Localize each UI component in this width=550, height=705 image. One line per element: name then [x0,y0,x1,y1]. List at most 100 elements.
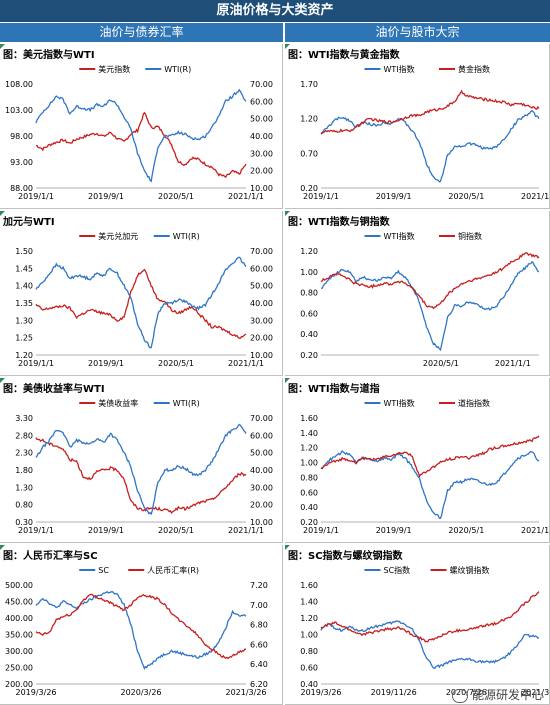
legend-label: WTI指数 [384,398,415,408]
legend-item: SC [79,566,109,575]
y-tick-label-left: 1.40 [300,598,318,607]
y-tick-label-left: 1.00 [300,631,318,640]
series-line-0 [35,590,247,671]
chart-panel-wti_copper: 图：WTI指数与铜指数 WTI指数 铜指数 1.20 1.00 0.80 0.60 0.40 0… [285,211,550,376]
x-tick-label: 2021/1/1 [228,192,264,201]
y-tick-label-left: 2.80 [15,431,33,440]
y-tick-label-left: 0.60 [300,664,318,673]
legend-label: 道指指数 [458,398,490,408]
watermark-text: 能源研发中心 [471,688,544,702]
y-tick-label-right: 20.00 [250,334,273,343]
chart-panel-usd_wti: 图：美元指数与WTI 美元指数 WTI(R) 108.00 103.00 98.00 93.… [0,44,283,209]
x-tick-label: 2020/5/1 [158,359,194,368]
series-line-1 [320,591,540,643]
legend-item: WTI(R) [153,399,200,408]
legend-label: 美债收益率 [98,398,138,408]
legend-label: WTI(R) [164,65,191,74]
y-tick-label-left: 350.00 [5,631,33,640]
y-tick-label-left: 0.40 [300,330,318,339]
chart-title: 加元与WTI [3,217,55,228]
legend-label: 人民币汇率(R) [147,565,199,575]
y-tick-label-left: 0.60 [300,488,318,497]
legend-label: 铜指数 [458,231,482,241]
legend-item: 道指指数 [439,398,490,408]
y-tick-label-left: 108.00 [5,80,33,89]
y-tick-label-right: 10.00 [250,351,273,360]
y-tick-label-right: 70.00 [250,247,273,256]
series-line-1 [35,423,247,516]
y-tick-label-right: 20.00 [250,167,273,176]
x-tick-label: 2019/3/26 [300,688,341,697]
y-tick-label-left: 200.00 [5,680,33,689]
y-tick-label-left: 400.00 [5,614,33,623]
y-tick-label-left: 250.00 [5,664,33,673]
y-tick-label-right: 10.00 [250,184,273,193]
corner-marker [0,211,5,216]
x-tick-label: 2019/9/1 [88,192,124,201]
chart-panel-sc_rebar: 图：SC指数与螺纹钢指数 SC指数 螺纹钢指数 1.60 1.40 1.20 1.00 0.8… [285,545,550,705]
y-tick-label-left: 0.80 [300,289,318,298]
y-tick-label-left: 0.80 [300,647,318,656]
x-tick-label: 2020/5/1 [423,359,459,368]
y-tick-label-left: 1.20 [300,444,318,453]
chart-title: 图：WTI指数与道指 [288,384,380,395]
x-tick-label: 2019/1/1 [303,526,339,535]
y-tick-label-left: 98.00 [10,132,33,141]
y-tick-label-right: 70.00 [250,80,273,89]
y-tick-label-left: 1.25 [15,334,33,343]
y-tick-label-left: 1.60 [300,414,318,423]
y-tick-label-left: 88.00 [10,184,33,193]
y-tick-label-left: 3.30 [15,414,33,423]
corner-marker [0,378,5,383]
y-tick-label-right: 60.00 [250,97,273,106]
y-tick-label-right: 40.00 [250,132,273,141]
corner-marker [285,545,290,550]
y-tick-label-left: 0.70 [300,149,318,158]
chart-svg: 美债收益率 WTI(R) 3.30 2.80 2.30 1.80 1.30 0.80 0.30 7… [15,398,273,535]
chart-title: 图：人民币汇率与SC [3,551,98,562]
y-tick-label-left: 0.60 [300,309,318,318]
x-tick-label: 2019/1/1 [303,192,339,201]
legend-label: WTI(R) [173,399,200,408]
y-tick-label-right: 30.00 [250,316,273,325]
y-tick-label-left: 300.00 [5,647,33,656]
y-tick-label-right: 50.00 [250,449,273,458]
y-tick-label-left: 1.70 [300,80,318,89]
y-tick-label-left: 500.00 [5,581,33,590]
series-line-1 [320,435,540,478]
series-line-1 [35,593,247,660]
series-line-0 [320,110,540,183]
y-tick-label-left: 1.60 [300,581,318,590]
y-tick-label-left: 103.00 [5,106,33,115]
chart-title: 图：WTI指数与铜指数 [288,217,390,228]
chart-svg: WTI指数 道指指数 1.60 1.40 1.20 1.00 0.80 0.60 0.40 0.2… [300,398,549,535]
legend-label: 美元指数 [98,64,130,74]
y-tick-label-right: 10.00 [250,518,273,527]
y-tick-label-left: 1.00 [300,268,318,277]
y-tick-label-left: 1.50 [15,247,33,256]
y-tick-label-left: 0.40 [300,503,318,512]
y-tick-label-right: 50.00 [250,115,273,124]
y-tick-label-right: 6.80 [250,621,268,630]
y-tick-label-right: 30.00 [250,149,273,158]
y-tick-label-left: 0.80 [300,473,318,482]
chart-panel-wti_dow: 图：WTI指数与道指 WTI指数 道指指数 1.60 1.40 1.20 1.00 0.80 0… [285,378,550,543]
y-tick-label-right: 50.00 [250,282,273,291]
chart-panel-wti_gold: 图：WTI指数与黄金指数 WTI指数 黄金指数 1.70 1.20 0.70 0.20 201… [285,44,550,209]
y-tick-label-left: 1.35 [15,299,33,308]
page-title: 原油价格与大类资产 [0,0,550,22]
series-line-1 [35,256,247,349]
x-tick-label: 2020/3/26 [120,688,161,697]
x-tick-label: 2019/1/1 [18,359,54,368]
x-tick-label: 2021/3/2 [521,688,549,697]
legend-label: WTI(R) [173,232,200,241]
x-tick-label: 2021/1/1 [521,192,549,201]
y-tick-label-left: 1.40 [300,429,318,438]
corner-marker [285,211,290,216]
y-tick-label-left: 0.40 [300,680,318,689]
series-line-0 [320,260,540,352]
x-tick-label: 2020/5/1 [448,192,484,201]
section-header-right: 油价与股市大宗 [285,23,550,42]
y-tick-label-right: 7.00 [250,601,268,610]
y-tick-label-right: 60.00 [250,264,273,273]
